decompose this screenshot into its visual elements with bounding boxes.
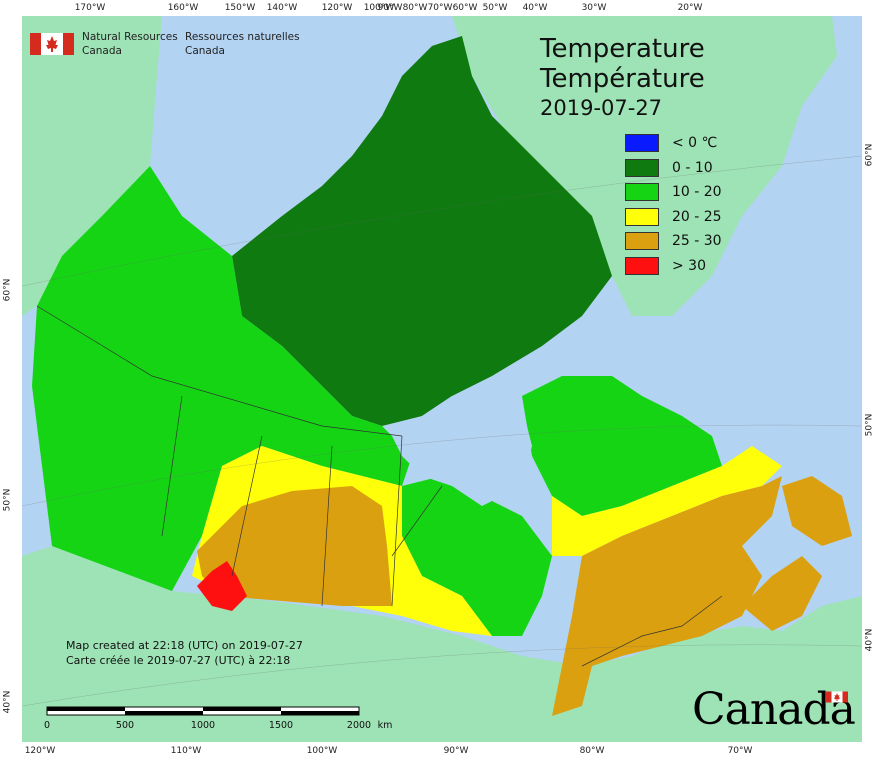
graticule-lines — [22, 155, 862, 707]
created-fr: Carte créée le 2019-07-27 (UTC) à 22:18 — [66, 654, 291, 667]
graticule-top-label: 140°W — [266, 3, 298, 13]
maritimes-orange-region — [742, 556, 822, 631]
graticule-top-label: 160°W — [167, 3, 199, 13]
graticule-top-label: 170°W — [74, 3, 106, 13]
agency-name-en: Natural Resources Canada — [82, 30, 178, 58]
ontario-green-region — [402, 476, 552, 636]
graticule-bottom-label: 90°W — [443, 746, 469, 756]
legend-swatch — [625, 134, 659, 152]
scale-label: 500 — [115, 720, 135, 731]
graticule-left-label: 60°N — [2, 278, 13, 302]
usa-landmass — [22, 546, 862, 742]
red-hotspot-alberta — [197, 561, 247, 611]
scale-label: 2000 — [346, 720, 372, 731]
agency-fr-line1: Ressources naturelles — [185, 31, 300, 43]
graticule-top-label: 80°W — [402, 3, 428, 13]
created-en: Map created at 22:18 (UTC) on 2019-07-27 — [66, 639, 303, 652]
canada-eastern-green-region — [522, 376, 722, 516]
hudson-bay — [392, 396, 532, 506]
legend-label: 0 - 10 — [672, 159, 713, 176]
graticule-left-label: 50°N — [2, 488, 13, 512]
graticule-top-label: 90°W — [377, 3, 403, 13]
yellow-temperature-band-east — [552, 446, 782, 556]
legend-label: 25 - 30 — [672, 233, 722, 249]
legend-swatch — [625, 232, 659, 250]
legend-label: 10 - 20 — [672, 184, 722, 200]
map-date: 2019-07-27 — [540, 96, 663, 120]
scale-bar-graphic — [46, 706, 360, 716]
newfoundland-region — [782, 476, 852, 546]
legend-label: < 0 ℃ — [672, 135, 718, 151]
graticule-bottom-label: 120°W — [24, 746, 56, 756]
provincial-boundaries — [36, 305, 723, 667]
graticule-right-label: 40°N — [864, 628, 875, 652]
graticule-right-label: 60°N — [864, 143, 875, 167]
title-en: Temperature — [540, 34, 705, 64]
scale-label: 1000 — [190, 720, 216, 731]
orange-quebec-region — [552, 476, 782, 716]
map-creation-note: Map created at 22:18 (UTC) on 2019-07-27… — [66, 638, 303, 668]
scale-unit: km — [377, 720, 393, 731]
graticule-top-label: 60°W — [452, 3, 478, 13]
orange-prairie-region — [197, 486, 392, 606]
graticule-top-label: 30°W — [581, 3, 607, 13]
graticule-bottom-label: 100°W — [306, 746, 338, 756]
graticule-top-label: 50°W — [482, 3, 508, 13]
scale-label: 0 — [43, 720, 51, 731]
graticule-left-label: 40°N — [2, 690, 13, 714]
legend-swatch — [625, 158, 659, 177]
graticule-bottom-label: 110°W — [170, 746, 202, 756]
agency-fr-line2: Canada — [185, 45, 225, 57]
canada-flag-icon — [826, 691, 848, 703]
map-title: Temperature Température 2019-07-27 — [540, 34, 705, 122]
temperature-map[interactable] — [22, 16, 862, 742]
agency-en-line2: Canada — [82, 45, 122, 57]
graticule-top-label: 100°W — [363, 3, 395, 13]
agency-en-line1: Natural Resources — [82, 31, 178, 43]
agency-name-fr: Ressources naturelles Canada — [185, 30, 300, 58]
legend-label: 20 - 25 — [672, 208, 722, 225]
legend-swatch — [625, 256, 659, 275]
graticule-top-label: 150°W — [224, 3, 256, 13]
graticule-bottom-label: 80°W — [579, 746, 605, 756]
canada-western-region — [32, 166, 412, 591]
graticule-bottom-label: 70°W — [727, 746, 753, 756]
graticule-top-label: 40°W — [522, 3, 548, 13]
legend-swatch — [625, 207, 659, 226]
scale-label: 1500 — [268, 720, 294, 731]
canada-flag-icon — [30, 33, 74, 55]
legend-label: > 30 — [672, 257, 706, 274]
canada-arctic-region — [232, 36, 612, 426]
graticule-top-label: 20°W — [677, 3, 703, 13]
title-fr: Température — [540, 64, 705, 94]
legend-swatch — [625, 183, 659, 201]
graticule-top-label: 120°W — [321, 3, 353, 13]
graticule-right-label: 50°N — [864, 413, 875, 437]
scale-bar: 0 500 1000 1500 2000 km — [44, 704, 392, 731]
graticule-top-label: 70°W — [427, 3, 453, 13]
alaska-landmass — [22, 16, 162, 316]
